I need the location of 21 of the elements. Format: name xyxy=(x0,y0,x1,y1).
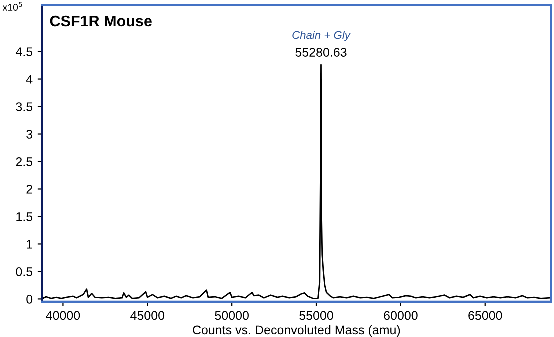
annotation: Chain + Gly xyxy=(292,31,351,42)
y-tick-label: 4.5 xyxy=(16,48,33,56)
x-tick-label: 65000 xyxy=(468,311,502,320)
y-tick-label: 4 xyxy=(26,75,33,84)
y-tick-label: 1 xyxy=(27,240,32,249)
x-tick-label: 45000 xyxy=(130,311,165,320)
y-tick-label: 0 xyxy=(26,295,33,304)
text: CSF1R Mouse xyxy=(50,16,152,27)
x-tick-label: 60000 xyxy=(384,311,418,320)
x-tick-label: 40000 xyxy=(46,311,80,320)
y-tick-label: 2.5 xyxy=(16,158,33,166)
annotation: 55280.63 xyxy=(296,48,347,57)
y-tick-label: 3 xyxy=(26,130,33,139)
y-tick-label: 1.5 xyxy=(16,212,33,222)
y-tick-label: 2 xyxy=(26,185,32,194)
x-axis-title: Counts vs. Deconvoluted Mass (amu) xyxy=(193,325,400,337)
y-axis-title: x10$^{5}$ xyxy=(2,2,22,11)
x-tick-label: 50000 xyxy=(215,311,249,320)
x-tick-label: 55000 xyxy=(300,311,334,320)
y-tick-label: 3.5 xyxy=(16,102,33,112)
y-tick-label: 0.5 xyxy=(16,268,33,276)
